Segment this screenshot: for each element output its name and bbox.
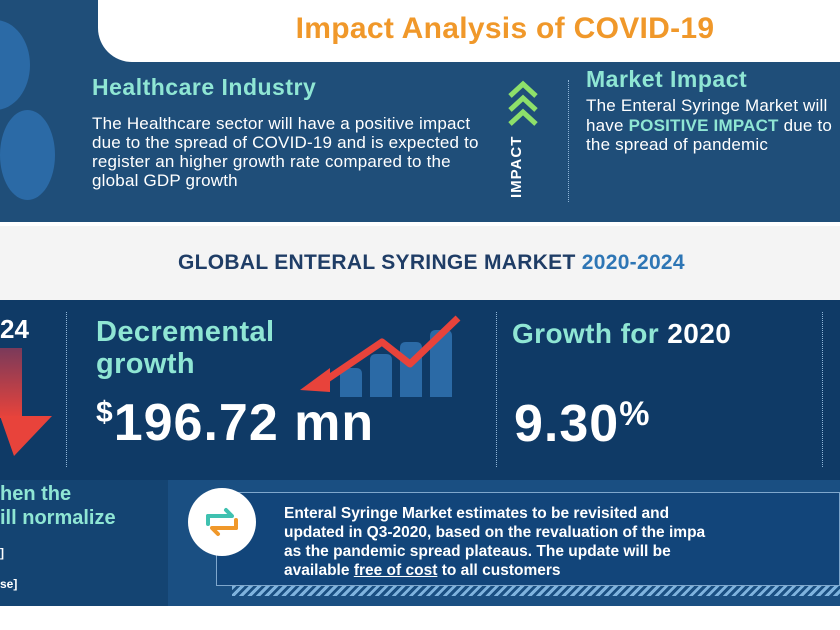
- update-line-4-end: to all customers: [441, 562, 561, 579]
- market-impact-text-end: due to the spread of pandemic: [586, 115, 833, 155]
- bottom-left-panel: [0, 480, 168, 606]
- cropped-text-fragment: se]: [0, 577, 18, 591]
- growth-2020-value: 9.30%: [514, 394, 650, 454]
- bottom-strip: [0, 606, 840, 630]
- title-pill: [98, 0, 840, 62]
- down-arrow-icon: [0, 348, 52, 456]
- growth-2020-label: Growth for 2020: [512, 318, 731, 350]
- market-impact-description: The Enteral Syringe Market will have POS…: [586, 96, 840, 155]
- update-notice-text: Enteral Syringe Market estimates to be r…: [284, 504, 840, 580]
- market-title: GLOBAL ENTERAL SYRINGE MARKET 2020-2024: [178, 251, 685, 275]
- market-impact-text: The Enteral Syringe Market will have: [586, 96, 828, 135]
- currency-symbol: $: [96, 396, 114, 429]
- divider: [568, 80, 569, 202]
- update-line-3: as the pandemic spread plateaus. The upd…: [284, 543, 671, 560]
- update-line-4: available free of cost to all customers: [284, 561, 840, 580]
- refresh-icon: [188, 488, 256, 556]
- chevrons-up-icon: [508, 80, 538, 126]
- growth-label-text: Growth for: [512, 318, 660, 349]
- free-of-cost-link[interactable]: free of cost: [353, 562, 438, 579]
- normalize-text: hen the ill normalize: [0, 483, 116, 529]
- growth-year: 2020: [667, 318, 732, 349]
- positive-impact-highlight: POSITIVE IMPACT: [628, 115, 779, 135]
- decremental-amount: 196.72 mn: [113, 394, 375, 452]
- market-name: GLOBAL ENTERAL SYRINGE MARKET: [178, 251, 576, 274]
- divider: [66, 312, 67, 467]
- update-line-2: updated in Q3-2020, based on the revalua…: [284, 524, 706, 541]
- refresh-arrows-icon: [206, 508, 238, 536]
- cropped-year-fragment: 24: [0, 314, 29, 344]
- divider: [822, 312, 823, 467]
- market-years: 2020-2024: [581, 251, 685, 274]
- decremental-growth-value: $196.72 mn: [96, 393, 374, 453]
- market-title-band: [0, 226, 840, 300]
- healthcare-heading: Healthcare Industry: [92, 74, 317, 100]
- decremental-growth-label: Decremental growth: [96, 316, 275, 380]
- decorative-stripes: [232, 586, 840, 596]
- percent-sign: %: [619, 395, 651, 433]
- market-impact-heading: Market Impact: [586, 66, 748, 92]
- update-line-1: Enteral Syringe Market estimates to be r…: [284, 505, 670, 522]
- update-line-4-start: available: [284, 562, 350, 579]
- decorative-virus-shape: [0, 110, 55, 200]
- divider: [496, 312, 497, 467]
- page-title: Impact Analysis of COVID-19: [295, 12, 715, 45]
- impact-label: IMPACT: [508, 135, 525, 198]
- healthcare-description: The Healthcare sector will have a positi…: [92, 114, 479, 190]
- cropped-text-fragment: ]: [0, 546, 4, 560]
- growth-number: 9.30: [514, 395, 620, 453]
- growth-chart-icon: [300, 315, 461, 397]
